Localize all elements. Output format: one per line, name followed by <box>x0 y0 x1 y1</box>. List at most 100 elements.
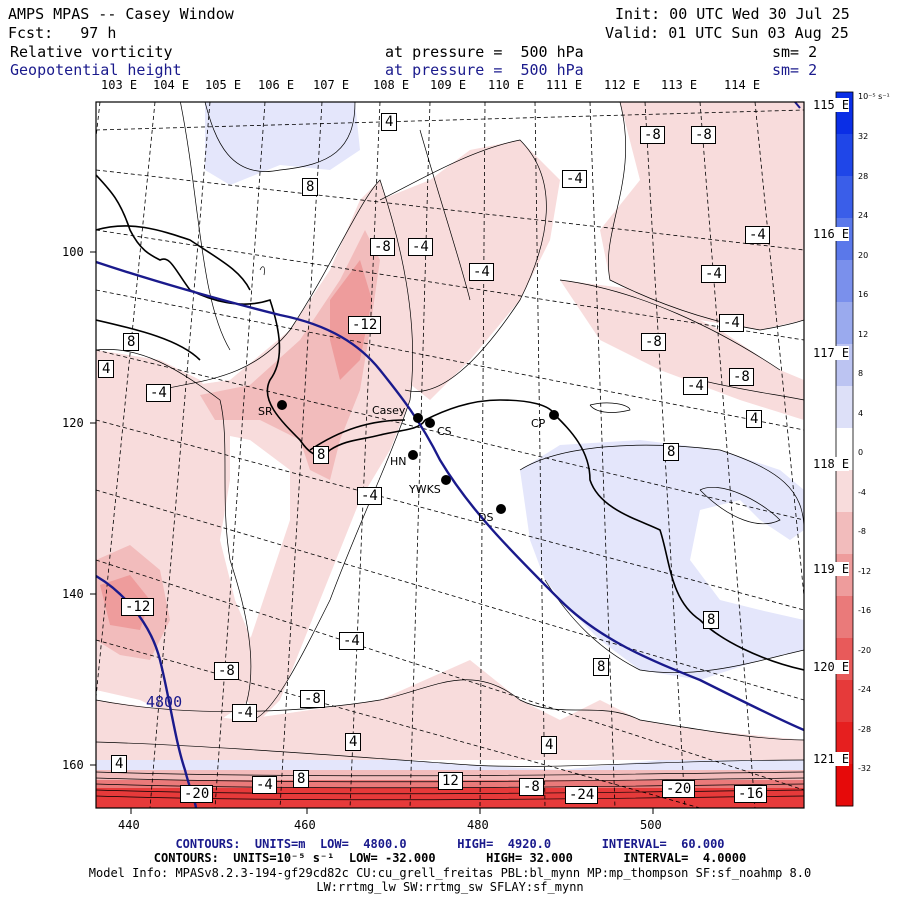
colorbar-tick-label: -8 <box>858 527 866 536</box>
contour-label: -12 <box>348 316 382 334</box>
init-time: Init: 00 UTC Wed 30 Jul 25 <box>615 5 850 23</box>
contour-label: 8 <box>123 333 140 351</box>
colorbar-tick-label: -32 <box>858 764 872 773</box>
latitude-label: 116 E <box>813 227 850 241</box>
colorbar-swatch <box>836 302 853 345</box>
colorbar-swatch <box>836 134 853 177</box>
contour-label: 8 <box>703 611 720 629</box>
colorbar-tick-label: 0 <box>858 448 864 457</box>
longitude-label: 111 E <box>546 78 583 92</box>
contour-label: -4 <box>683 377 708 395</box>
contour-label: 8 <box>663 443 680 461</box>
contour-label: -4 <box>719 314 744 332</box>
colorbar-tick-label: 12 <box>858 329 869 339</box>
colorbar-tick-label: 4 <box>858 408 864 418</box>
city-marker-sr <box>277 400 287 410</box>
colorbar-tick-label: -12 <box>858 566 872 576</box>
field2-name: Geopotential height <box>10 61 182 79</box>
longitude-label: 110 E <box>488 78 525 92</box>
colorbar-tick-label: 32 <box>858 132 869 141</box>
contour-label: 4 <box>746 410 763 428</box>
colorbar-swatch <box>836 260 853 303</box>
contour-label: -4 <box>146 384 171 402</box>
footer-model-info: Model Info: MPASv8.2.3-194-gf29cd82c CU:… <box>88 866 812 880</box>
valid-time: Valid: 01 UTC Sun 03 Aug 25 <box>605 24 849 42</box>
y-tick-label: 140 <box>62 587 84 601</box>
field2-smoothing: sm= 2 <box>772 61 818 79</box>
colorbar-unit-label: 10⁻⁵ s⁻¹ <box>858 92 890 101</box>
contour-label: -8 <box>300 690 325 708</box>
contour-label: -16 <box>734 785 768 803</box>
contour-label: 4 <box>98 360 115 378</box>
longitude-label: 107 E <box>313 78 350 92</box>
contour-label: -8 <box>729 368 754 386</box>
city-marker-ywks <box>441 475 451 485</box>
longitude-label: 108 E <box>373 78 410 92</box>
colorbar-tick-label: -20 <box>858 645 872 655</box>
y-tick-label: 160 <box>62 758 84 772</box>
contour-label: -4 <box>562 170 587 188</box>
longitude-label: 114 E <box>724 78 761 92</box>
contour-label: -8 <box>641 333 666 351</box>
colorbar-tick-label: 28 <box>858 171 869 181</box>
y-tick-label: 120 <box>62 416 84 430</box>
contour-label: 4 <box>541 736 558 754</box>
colorbar-swatch <box>836 386 853 429</box>
colorbar-tick-label: 20 <box>858 250 869 260</box>
colorbar-tick-label: 8 <box>858 369 864 378</box>
colorbar-tick-label: 24 <box>858 211 869 220</box>
city-label: DS <box>478 511 494 524</box>
x-tick-label: 460 <box>294 818 316 832</box>
colorbar-tick-label: 16 <box>858 290 869 299</box>
contour-label: -4 <box>701 265 726 283</box>
contour-label: -12 <box>121 598 155 616</box>
x-tick-label: 480 <box>467 818 489 832</box>
latitude-label: 121 E <box>813 752 850 766</box>
contour-label: -4 <box>232 704 257 722</box>
latitude-label: 118 E <box>813 457 850 471</box>
city-marker-ds <box>496 504 506 514</box>
shading-blue-top <box>205 102 360 185</box>
forecast-hour: Fcst: 97 h <box>8 24 117 42</box>
y-tick-label: 100 <box>62 245 84 259</box>
contour-label: 8 <box>302 178 319 196</box>
colorbar-swatch <box>836 176 853 219</box>
city-marker-cs <box>425 418 435 428</box>
x-tick-label: 440 <box>118 818 140 832</box>
shading-red-center-inner <box>200 230 380 480</box>
contour-label: -8 <box>519 778 544 796</box>
colorbar-swatch <box>836 680 853 723</box>
contour-label: -8 <box>640 126 665 144</box>
contour-label: -4 <box>357 487 382 505</box>
model-title: AMPS MPAS -- Casey Window <box>8 5 234 23</box>
contour-label: 8 <box>593 658 610 676</box>
city-label: SR <box>258 405 273 418</box>
field1-level: at pressure = 500 hPa <box>385 43 584 61</box>
contour-label: -4 <box>469 263 494 281</box>
contour-label: 8 <box>293 770 310 788</box>
longitude-label: 106 E <box>258 78 295 92</box>
height-contour-label: 4800 <box>146 693 183 711</box>
contour-label: -4 <box>408 238 433 256</box>
city-label: Casey <box>372 404 406 417</box>
city-label: CP <box>531 417 546 430</box>
contour-label: 4 <box>345 733 362 751</box>
longitude-label: 103 E <box>101 78 138 92</box>
colorbar-tick-label: -16 <box>858 606 872 615</box>
colorbar-swatch <box>836 512 853 555</box>
colorbar-tick-label: -24 <box>858 685 872 694</box>
city-marker-cp <box>549 410 559 420</box>
contour-label: -20 <box>662 780 696 798</box>
field2-level: at pressure = 500 hPa <box>385 61 584 79</box>
shading-red-southwest <box>96 660 804 760</box>
longitude-label: 105 E <box>205 78 242 92</box>
footer-vorticity-contours: CONTOURS: UNITS=10⁻⁵ s⁻¹ LOW= -32.000 HI… <box>153 851 747 865</box>
latitude-label: 119 E <box>813 562 850 576</box>
city-marker-casey <box>413 413 423 423</box>
shading-blue-east <box>520 440 804 680</box>
city-label: CS <box>437 425 452 438</box>
footer-height-contours: CONTOURS: UNITS=m LOW= 4800.0 HIGH= 4920… <box>175 837 725 851</box>
contour-label: 4 <box>381 113 398 131</box>
contour-label: -4 <box>339 632 364 650</box>
